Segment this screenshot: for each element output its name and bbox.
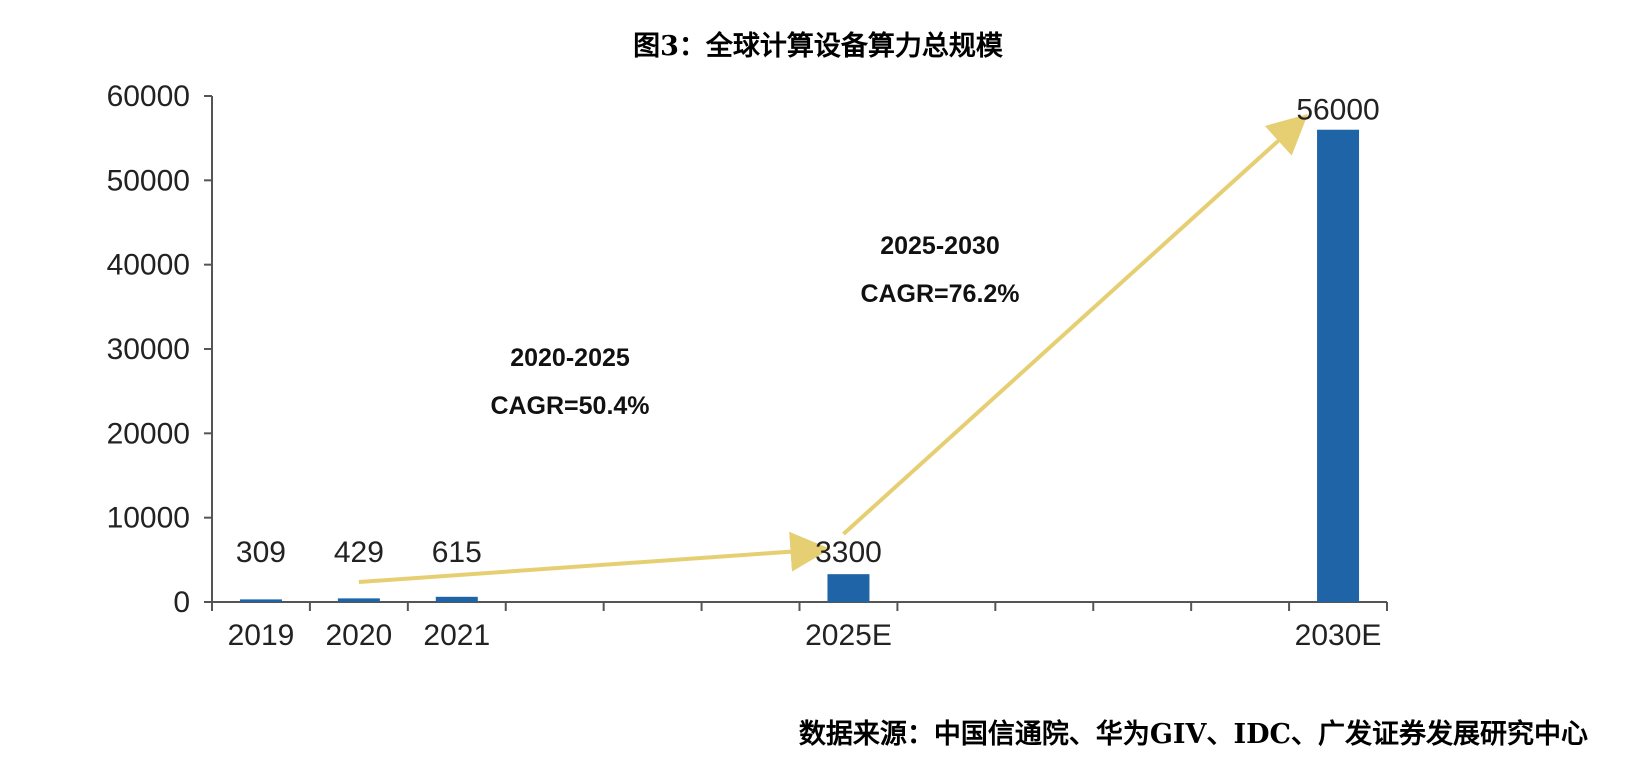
source-note: 数据来源：中国信通院、华为GIV、IDC、广发证券发展研究中心 <box>798 719 1588 750</box>
bar <box>435 596 478 602</box>
annotation-cagr-2: CAGR=76.2% <box>860 280 1019 308</box>
value-label: 309 <box>236 536 286 569</box>
value-label: 3300 <box>815 536 882 569</box>
y-tick-label: 30000 <box>107 333 190 366</box>
y-tick-label: 60000 <box>107 80 190 113</box>
value-label: 56000 <box>1296 94 1379 127</box>
y-tick-label: 20000 <box>107 417 190 450</box>
value-label: 615 <box>432 536 482 569</box>
annotation-period-2: 2025-2030 <box>880 232 1000 260</box>
figure-title: 图3：全球计算设备算力总规模 <box>633 31 1003 62</box>
bar <box>239 599 282 602</box>
bar <box>827 574 870 602</box>
cagr-arrow <box>842 114 1308 536</box>
x-tick-label: 2025E <box>805 619 892 652</box>
y-tick-label: 10000 <box>107 502 190 535</box>
x-tick-label: 2019 <box>228 619 295 652</box>
x-tick-label: 2020 <box>326 619 393 652</box>
value-label: 429 <box>334 536 384 569</box>
cagr-arrow <box>358 531 831 584</box>
x-tick-label: 2021 <box>423 619 490 652</box>
bar <box>1317 129 1360 602</box>
y-tick-label: 50000 <box>107 164 190 197</box>
y-tick-label: 0 <box>173 586 190 619</box>
annotation-period-1: 2020-2025 <box>510 344 630 372</box>
y-tick-label: 40000 <box>107 249 190 282</box>
x-tick-label: 2030E <box>1295 619 1382 652</box>
bar <box>337 598 380 602</box>
annotation-cagr-1: CAGR=50.4% <box>490 392 649 420</box>
